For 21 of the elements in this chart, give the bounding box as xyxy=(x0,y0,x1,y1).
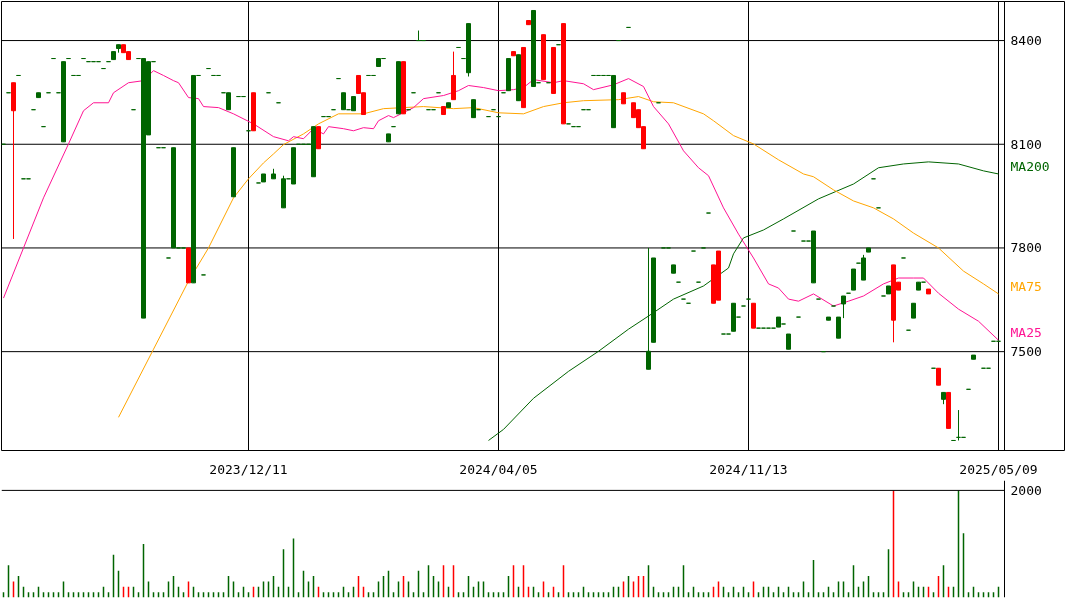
candlestick xyxy=(851,268,856,291)
y-tick-label: 7500 xyxy=(1010,344,1042,360)
y-tick-label: 8100 xyxy=(1010,136,1042,152)
y-tick-label: 7800 xyxy=(1010,240,1042,256)
line-series xyxy=(488,161,999,441)
line-series xyxy=(118,96,999,418)
x-tick-label: 2025/05/09 xyxy=(959,461,1038,477)
x-tick-label: 2024/04/05 xyxy=(459,461,538,477)
text: 2000 xyxy=(1010,482,1042,498)
candlestick xyxy=(841,295,846,319)
x-tick-label: 2024/11/13 xyxy=(709,461,788,477)
candlestick xyxy=(316,126,321,150)
candlestick xyxy=(861,254,866,281)
candlestick xyxy=(836,316,841,339)
candlestick xyxy=(646,247,651,370)
y-tick-label: 8400 xyxy=(1010,33,1042,49)
series-label: MA75 xyxy=(1010,278,1042,294)
series-label: MA25 xyxy=(1010,325,1042,341)
line-series xyxy=(3,70,999,341)
x-tick-label: 2023/12/11 xyxy=(209,461,288,477)
series-label: MA200 xyxy=(1010,158,1050,174)
